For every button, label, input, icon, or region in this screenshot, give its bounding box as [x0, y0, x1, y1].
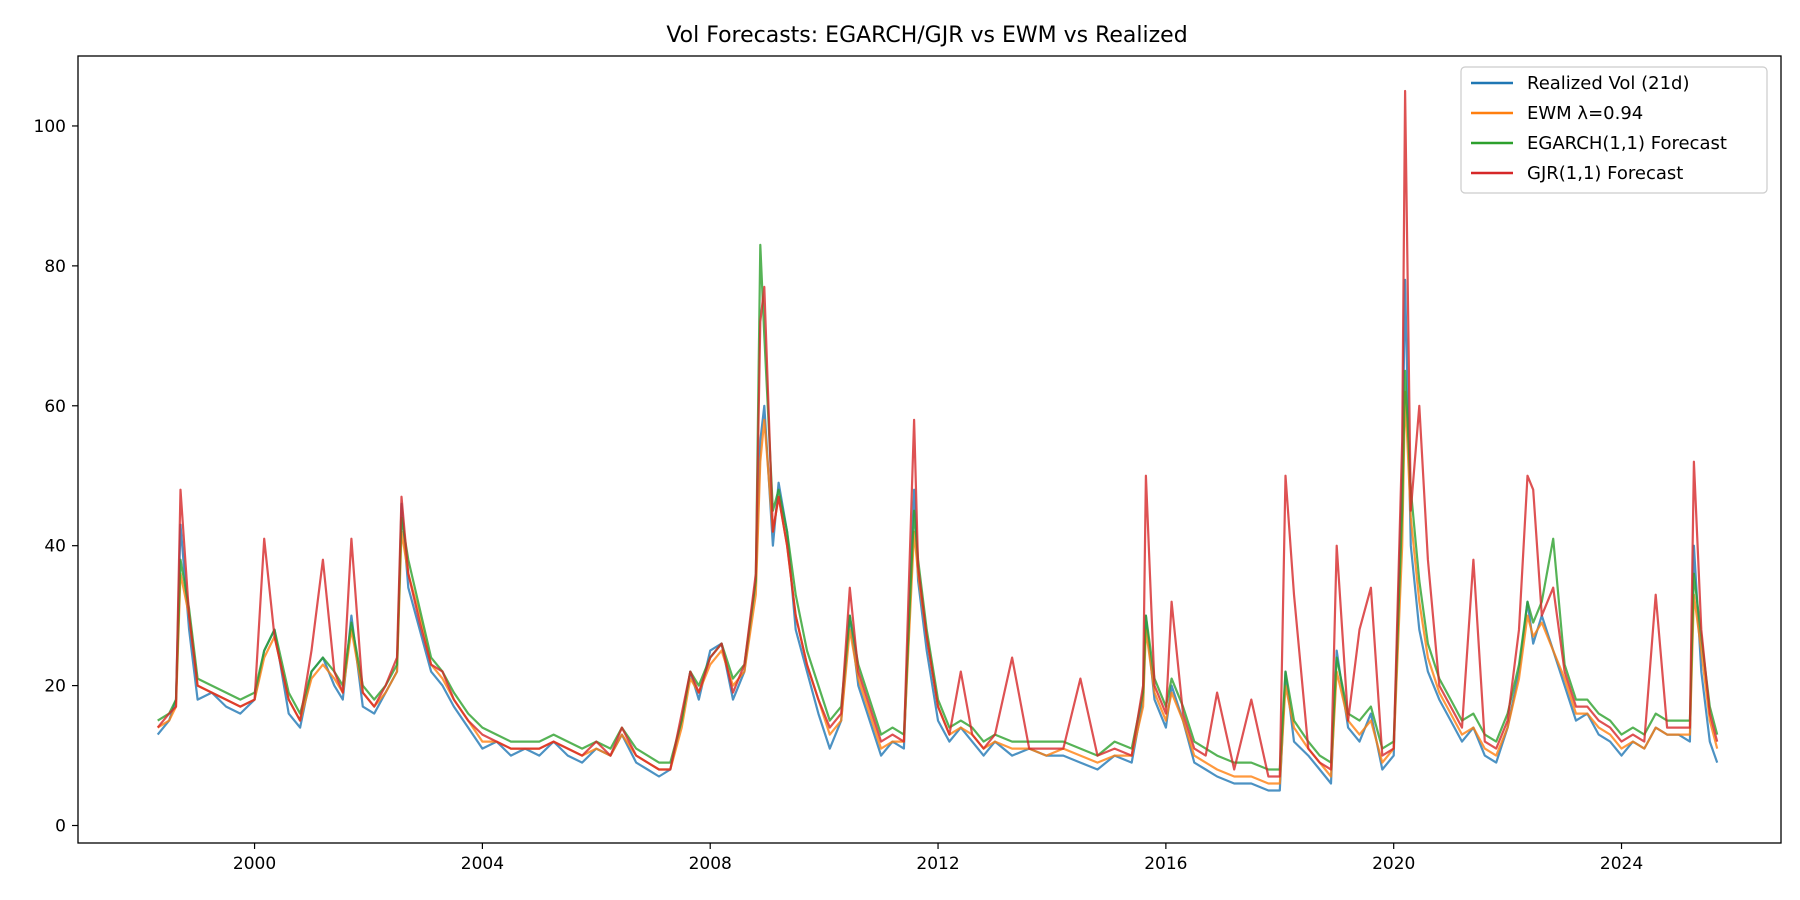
x-tick-label: 2004 — [461, 854, 504, 874]
x-tick-label: 2012 — [916, 854, 959, 874]
chart-title: Vol Forecasts: EGARCH/GJR vs EWM vs Real… — [666, 23, 1187, 48]
legend: Realized Vol (21d) EWM λ=0.94 EGARCH(1,1) … — [1460, 66, 1768, 194]
x-tick-label: 2008 — [689, 854, 732, 874]
legend-label: GJR(1,1) Forecast — [1527, 163, 1683, 184]
y-axis-ticks: 0 20 40 60 80 100 — [34, 117, 78, 837]
x-tick-label: 2024 — [1600, 854, 1643, 874]
y-tick-label: 40 — [44, 537, 66, 557]
y-tick-label: 100 — [34, 117, 66, 137]
plot-frame — [77, 55, 1782, 844]
series-lines — [156, 89, 1719, 792]
y-tick-label: 0 — [55, 817, 66, 837]
legend-label: Realized Vol (21d) — [1527, 73, 1690, 94]
y-tick-label: 80 — [44, 257, 66, 277]
x-tick-label: 2020 — [1372, 854, 1415, 874]
y-tick-label: 20 — [44, 677, 66, 697]
x-tick-label: 2016 — [1144, 854, 1187, 874]
legend-box — [1460, 66, 1768, 194]
legend-label: EGARCH(1,1) Forecast — [1527, 133, 1727, 154]
series-line-3 — [156, 89, 1719, 778]
x-tick-label: 2000 — [233, 854, 276, 874]
x-axis-ticks: 2000 2004 2008 2012 2016 2020 2024 — [233, 843, 1643, 874]
legend-label: EWM λ=0.94 — [1527, 103, 1643, 124]
y-tick-label: 60 — [44, 397, 66, 417]
